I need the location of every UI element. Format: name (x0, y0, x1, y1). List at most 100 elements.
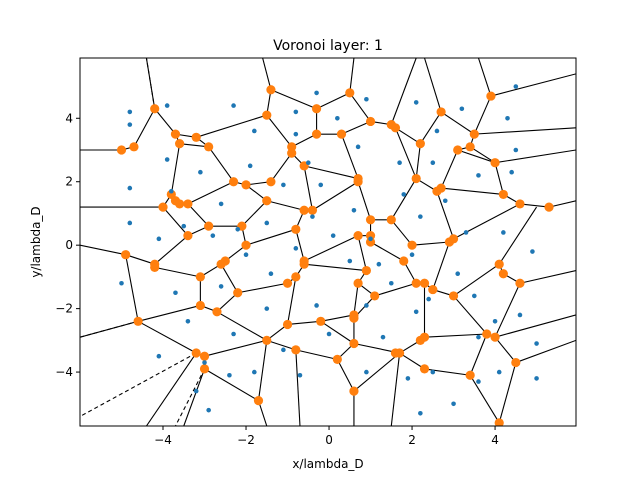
voronoi-vertex (448, 291, 459, 301)
voronoi-vertex (469, 129, 479, 139)
voronoi-edge (453, 295, 488, 335)
voronoi-edge (187, 181, 234, 205)
voronoi-edge (432, 241, 450, 290)
voronoi-edge (295, 349, 301, 426)
voronoi-vertex (175, 139, 185, 149)
site-point (127, 185, 133, 191)
site-point (496, 369, 502, 375)
plot-area (79, 57, 577, 427)
site-point (368, 236, 373, 242)
voronoi-vertex (365, 231, 376, 241)
voronoi-vertex (353, 231, 363, 241)
voronoi-vertex (415, 335, 425, 345)
voronoi-edge (477, 58, 492, 97)
voronoi-vertex (121, 250, 131, 260)
voronoi-edge (295, 229, 305, 262)
voronoi-vertex (394, 348, 405, 358)
y-tick-label: 2 (65, 175, 73, 189)
x-axis-label: x/lambda_D (292, 457, 363, 471)
site-point (409, 252, 415, 257)
site-point (247, 163, 253, 169)
site-point (305, 160, 311, 165)
voronoi-vertex (282, 278, 293, 288)
voronoi-vertex (511, 357, 521, 368)
voronoi-vertex (233, 288, 243, 298)
voronoi-vertex (316, 316, 326, 326)
voronoi-edge (341, 120, 371, 135)
voronoi-vertex (336, 129, 347, 139)
site-point (517, 312, 523, 318)
voronoi-edge (494, 283, 521, 338)
voronoi-vertex (361, 265, 371, 276)
voronoi-edge (183, 368, 206, 426)
voronoi-vertex (486, 91, 496, 101)
voronoi-vertex (332, 354, 342, 364)
site-point (455, 271, 461, 277)
site-point (264, 306, 270, 311)
voronoi-vertex (204, 221, 214, 231)
site-point (156, 353, 162, 359)
voronoi-vertex (349, 386, 359, 396)
site-point (210, 233, 216, 238)
voronoi-edge (390, 219, 413, 246)
voronoi-edge (187, 203, 210, 227)
voronoi-edge (154, 235, 189, 265)
y-tick-label: −4 (55, 365, 73, 379)
site-point (119, 280, 124, 286)
voronoi-vertex (465, 142, 475, 152)
voronoi-edge (423, 58, 442, 113)
site-point (364, 369, 369, 375)
voronoi-edge (137, 320, 197, 354)
voronoi-vertex (287, 142, 297, 152)
voronoi-infinite-edge (80, 320, 139, 338)
voronoi-vertex (287, 148, 297, 158)
site-point (413, 309, 419, 315)
voronoi-infinite-edge (145, 58, 156, 109)
voronoi-edge (262, 58, 272, 90)
voronoi-edge (295, 349, 338, 360)
site-point (281, 182, 286, 188)
voronoi-edge (469, 374, 500, 424)
site-point (413, 100, 419, 105)
voronoi-vertex (311, 129, 322, 139)
voronoi-edge (494, 149, 576, 164)
voronoi-edge (125, 254, 155, 265)
voronoi-edge (349, 58, 355, 93)
site-point (227, 372, 232, 378)
voronoi-vertex (365, 237, 376, 247)
voronoi-vertex (411, 278, 421, 288)
voronoi-edge (519, 270, 576, 284)
y-axis-ticks: −4 −2 0 2 4 (55, 111, 80, 379)
site-point (193, 388, 199, 394)
voronoi-vertex (170, 129, 181, 139)
site-point (268, 271, 274, 277)
voronoi-edge (204, 368, 259, 402)
voronoi-vertex (299, 205, 309, 215)
site-point (434, 128, 440, 134)
x-tick-label: 4 (491, 433, 499, 447)
voronoi-edge (320, 314, 355, 322)
site-point (231, 331, 236, 337)
voronoi-edge (474, 127, 576, 135)
site-point (198, 169, 203, 175)
site-point (476, 379, 481, 384)
voronoi-vertex (390, 123, 401, 133)
voronoi-vertex (494, 418, 504, 426)
voronoi-edge (303, 235, 359, 262)
voronoi-edge (494, 336, 517, 363)
site-point (206, 407, 211, 413)
voronoi-vertex (498, 189, 508, 200)
voronoi-edge (469, 333, 488, 376)
site-point (451, 401, 456, 407)
site-point (264, 220, 270, 226)
site-point (530, 249, 535, 254)
x-tick-label: −2 (237, 433, 255, 447)
voronoi-vertex (158, 202, 168, 212)
voronoi-vertex (419, 278, 430, 288)
site-point (202, 360, 207, 365)
voronoi-infinite-edge (80, 352, 197, 417)
voronoi-edge (349, 92, 371, 122)
site-point (388, 280, 394, 286)
site-point (310, 214, 315, 219)
site-point (459, 106, 465, 112)
